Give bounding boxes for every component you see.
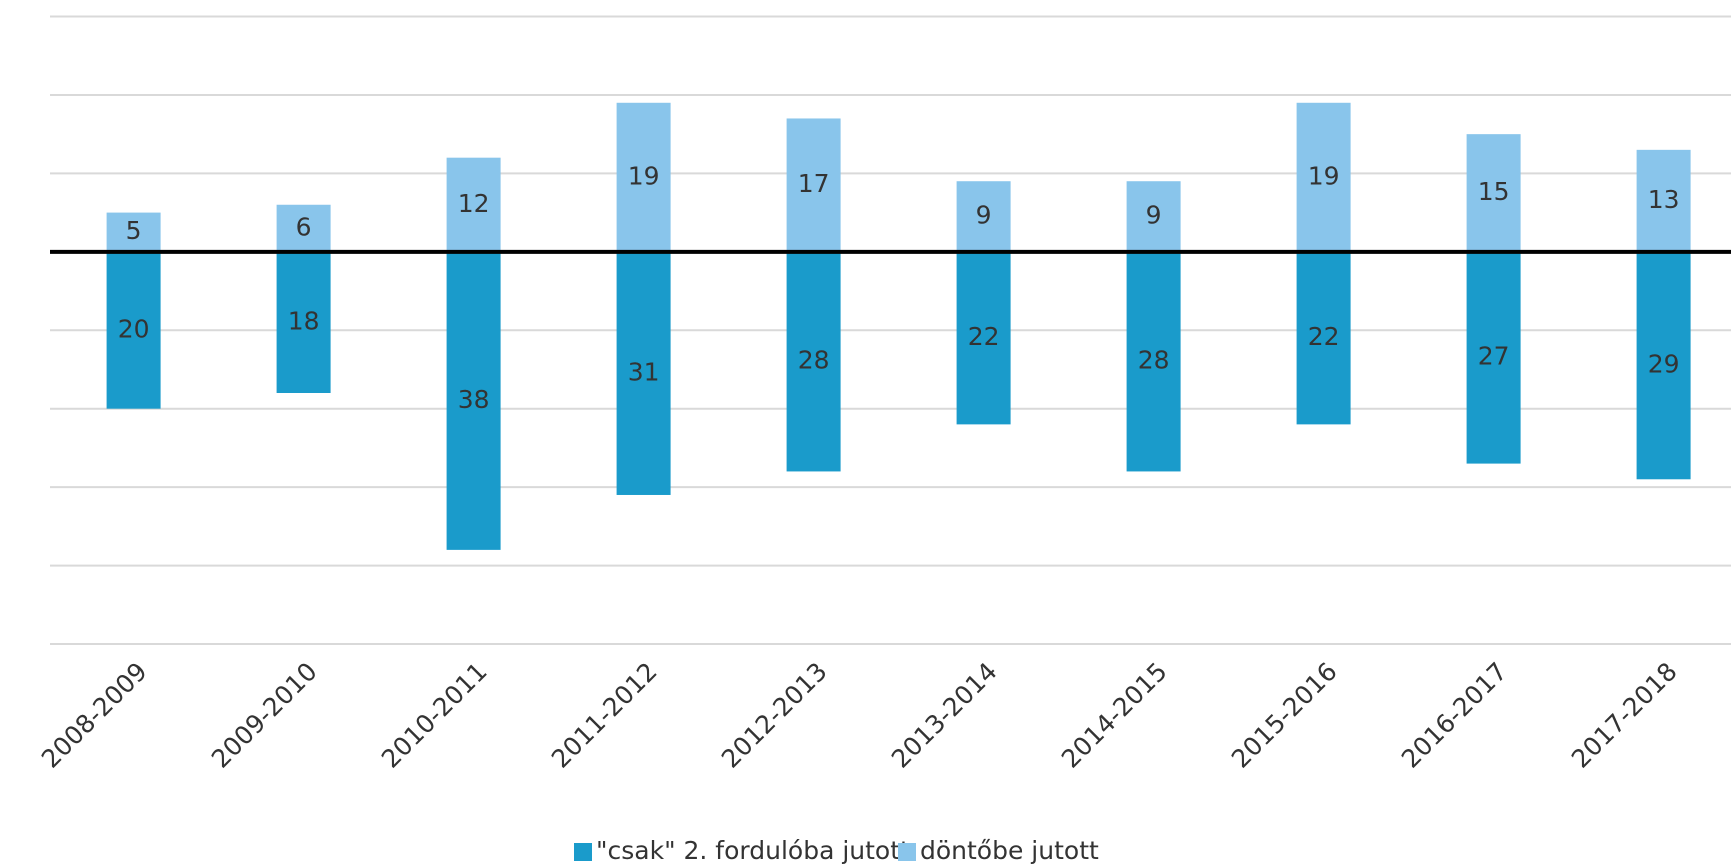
x-tick-label: 2012-2013 <box>716 657 833 774</box>
x-tick-label: 2013-2014 <box>886 657 1003 774</box>
bar <box>786 251 841 472</box>
data-label: 28 <box>1138 346 1170 375</box>
x-tick-label: 2010-2011 <box>376 657 493 774</box>
data-label: 22 <box>968 322 1000 351</box>
x-tick-label: 2016-2017 <box>1396 657 1513 774</box>
x-tick-label: 2009-2010 <box>206 657 323 774</box>
bar <box>1466 251 1521 464</box>
bar <box>616 102 671 252</box>
legend-label: döntőbe jutott <box>920 836 1099 865</box>
data-label: 13 <box>1648 185 1680 214</box>
data-label: 38 <box>458 385 490 414</box>
bar <box>956 181 1011 252</box>
data-label: 19 <box>1308 161 1340 190</box>
data-label: 19 <box>628 161 660 190</box>
bar <box>1466 134 1521 252</box>
legend-swatch <box>898 843 916 861</box>
data-label: 28 <box>798 346 830 375</box>
bar <box>616 251 671 495</box>
bar <box>446 157 501 252</box>
bar <box>1126 251 1181 472</box>
data-label: 9 <box>1146 201 1162 230</box>
legend-label: "csak" 2. fordulóba jutott <box>596 836 910 865</box>
bar <box>276 251 331 393</box>
data-label: 20 <box>118 314 150 343</box>
bar <box>1296 251 1351 425</box>
data-label: 15 <box>1478 177 1510 206</box>
data-label: 22 <box>1308 322 1340 351</box>
data-label: 27 <box>1478 342 1510 371</box>
data-label: 31 <box>628 357 660 386</box>
bar <box>956 251 1011 425</box>
data-label: 18 <box>288 306 320 335</box>
data-label: 6 <box>296 212 312 241</box>
bar <box>276 204 331 252</box>
data-label: 5 <box>126 216 142 245</box>
x-tick-label: 2011-2012 <box>546 657 663 774</box>
legend-swatch <box>574 843 592 861</box>
bar <box>106 212 161 252</box>
x-tick-label: 2008-2009 <box>36 657 153 774</box>
data-label: 17 <box>798 169 830 198</box>
bar <box>1126 181 1181 252</box>
bar <box>1636 149 1691 252</box>
bar <box>106 251 161 409</box>
data-label: 12 <box>458 189 490 218</box>
bar <box>446 251 501 550</box>
x-tick-label: 2015-2016 <box>1226 657 1343 774</box>
data-label: 29 <box>1648 350 1680 379</box>
x-tick-label: 2017-2018 <box>1566 657 1683 774</box>
bar <box>786 118 841 252</box>
bar <box>1636 251 1691 480</box>
bar <box>1296 102 1351 252</box>
data-label: 9 <box>976 201 992 230</box>
x-tick-label: 2014-2015 <box>1056 657 1173 774</box>
